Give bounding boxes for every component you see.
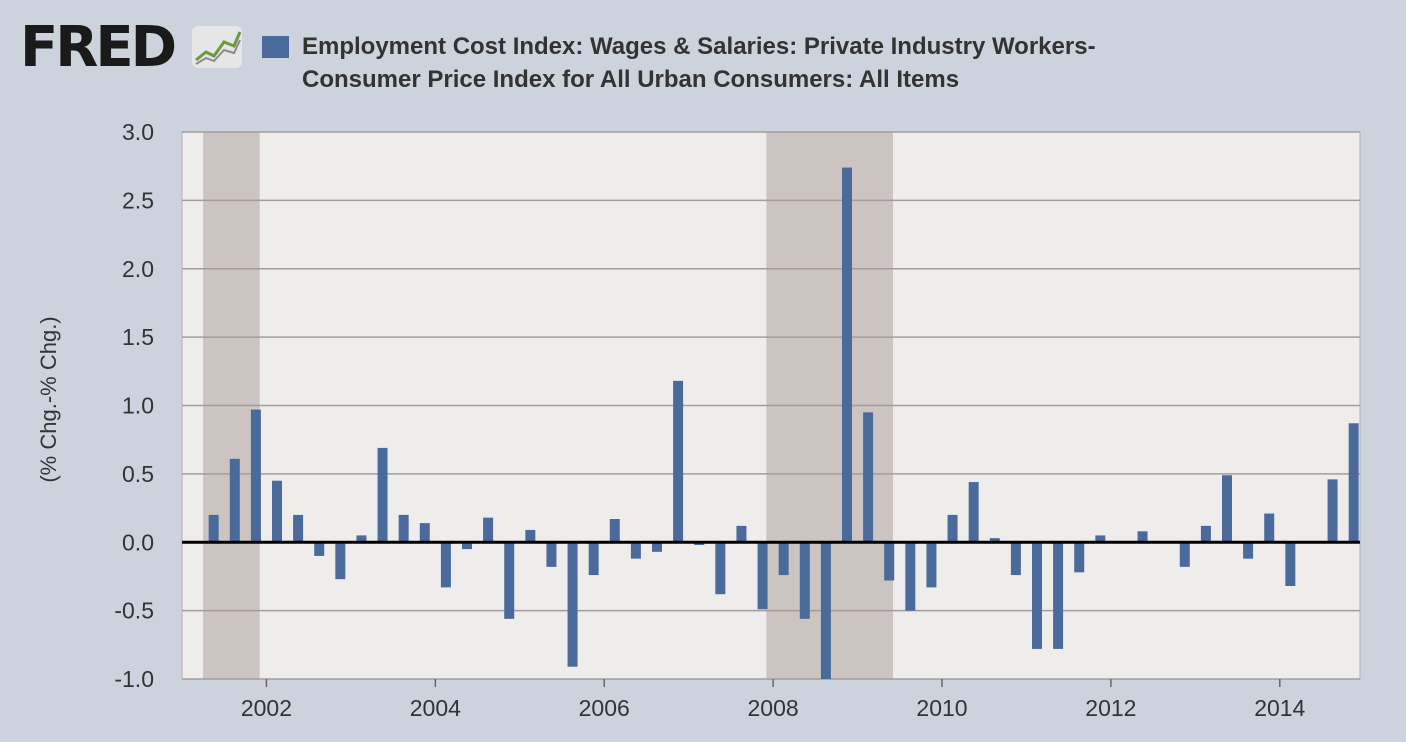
y-tick-label: -0.5: [114, 598, 154, 624]
bar: [799, 542, 810, 619]
x-tick-label: 2006: [579, 695, 630, 721]
bar: [863, 412, 874, 543]
y-tick-label: 3.0: [122, 119, 154, 145]
y-tick-label: 1.0: [122, 393, 154, 419]
bar: [736, 525, 747, 543]
bar: [462, 542, 472, 550]
y-tick-label: 0.0: [122, 529, 154, 555]
bar: [630, 542, 641, 559]
bar: [567, 542, 578, 667]
bar: [1010, 542, 1021, 576]
y-tick-label: -1.0: [114, 666, 154, 692]
bar: [272, 480, 282, 543]
bar: [250, 409, 261, 543]
legend-swatch: [262, 36, 289, 58]
logo-text: FRED: [20, 15, 177, 80]
y-tick-label: 2.0: [122, 256, 154, 282]
bar: [335, 542, 346, 580]
bar: [757, 542, 768, 610]
bar: [546, 542, 557, 567]
bar: [1222, 475, 1232, 543]
bar: [293, 514, 304, 543]
bar: [440, 542, 451, 588]
bar: [1348, 423, 1359, 543]
y-tick-label: 2.5: [122, 187, 154, 213]
bar: [947, 514, 958, 543]
bar: [1095, 535, 1106, 543]
bar: [778, 542, 789, 576]
bar: [1200, 525, 1211, 543]
bar: [905, 542, 916, 611]
bar: [314, 542, 325, 556]
x-tick-label: 2010: [916, 695, 967, 721]
bar: [377, 447, 388, 543]
y-tick-label: 1.5: [122, 324, 154, 350]
bar: [1032, 542, 1042, 649]
bar: [483, 517, 494, 543]
x-tick-label: 2012: [1085, 695, 1136, 721]
legend-line-2: Consumer Price Index for All Urban Consu…: [302, 66, 960, 93]
bar: [398, 514, 409, 543]
x-tick-label: 2008: [748, 695, 799, 721]
x-tick-label: 2002: [241, 695, 292, 721]
bar: [884, 542, 895, 581]
legend-label: Employment Cost Index: Wages & Salaries:…: [302, 30, 1096, 96]
bar: [609, 519, 620, 543]
bar: [989, 538, 1000, 543]
bar: [504, 542, 515, 619]
bar: [1179, 542, 1190, 567]
bar: [1264, 513, 1275, 543]
bar: [1074, 542, 1085, 573]
bar: [652, 542, 662, 552]
bar: [1053, 542, 1064, 649]
x-tick-label: 2014: [1254, 695, 1305, 721]
bar: [356, 535, 367, 543]
x-tick-label: 2004: [410, 695, 461, 721]
bar: [1243, 542, 1254, 559]
bar: [673, 380, 684, 543]
fred-logo[interactable]: FRED: [20, 20, 250, 80]
y-tick-label: 0.5: [122, 461, 154, 487]
legend-line-1: Employment Cost Index: Wages & Salaries:…: [302, 33, 1096, 60]
bar: [1327, 479, 1338, 543]
bar: [842, 167, 852, 543]
y-axis-label: (% Chg.-% Chg.): [36, 316, 61, 482]
bar: [208, 514, 219, 543]
bar: [588, 542, 599, 576]
bar: [229, 458, 240, 543]
bar: [1137, 531, 1148, 543]
bar: [968, 482, 979, 543]
bar: [820, 542, 831, 679]
bar: [1285, 542, 1296, 587]
bar: [419, 523, 430, 543]
trend-line-icon: [192, 26, 242, 68]
bar: [926, 542, 937, 588]
bar: [525, 529, 536, 543]
bar: [715, 542, 726, 595]
